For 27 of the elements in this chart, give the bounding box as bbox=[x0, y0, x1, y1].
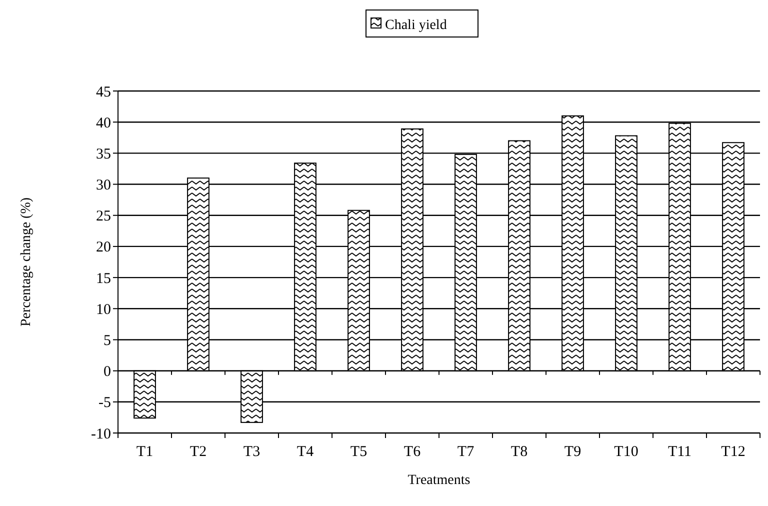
y-tick-label: 0 bbox=[104, 364, 111, 380]
x-tick-label: T7 bbox=[457, 444, 475, 460]
y-tick-label: -10 bbox=[91, 426, 111, 442]
x-tick-label: T12 bbox=[721, 444, 746, 460]
y-tick-label: 10 bbox=[96, 302, 111, 318]
x-tick-label: T10 bbox=[614, 444, 638, 460]
x-tick-label: T1 bbox=[136, 444, 154, 460]
y-tick-label: 40 bbox=[96, 115, 111, 132]
y-tick-label: 45 bbox=[96, 84, 111, 100]
x-tick-label: T4 bbox=[296, 444, 314, 460]
x-tick-label: T9 bbox=[564, 444, 582, 460]
y-tick-label: 25 bbox=[96, 208, 111, 225]
y-tick-label: 30 bbox=[96, 178, 111, 194]
y-tick-label: 15 bbox=[96, 270, 111, 287]
x-tick-label: T8 bbox=[510, 444, 528, 460]
x-tick-label: T2 bbox=[190, 444, 207, 460]
y-axis-title: Percentage change (%) bbox=[19, 197, 34, 327]
legend-label: Chali yield bbox=[385, 18, 447, 33]
y-tick-label: 35 bbox=[96, 146, 111, 162]
y-tick-label: -5 bbox=[98, 395, 111, 412]
x-tick-label: T5 bbox=[350, 444, 368, 460]
x-tick-label: T6 bbox=[404, 444, 422, 460]
y-tick-label: 5 bbox=[104, 332, 111, 349]
x-axis-title: Treatments bbox=[408, 473, 470, 488]
y-tick-label: 20 bbox=[96, 240, 111, 256]
x-tick-label: T3 bbox=[243, 444, 260, 460]
x-tick-label: T11 bbox=[668, 444, 692, 460]
